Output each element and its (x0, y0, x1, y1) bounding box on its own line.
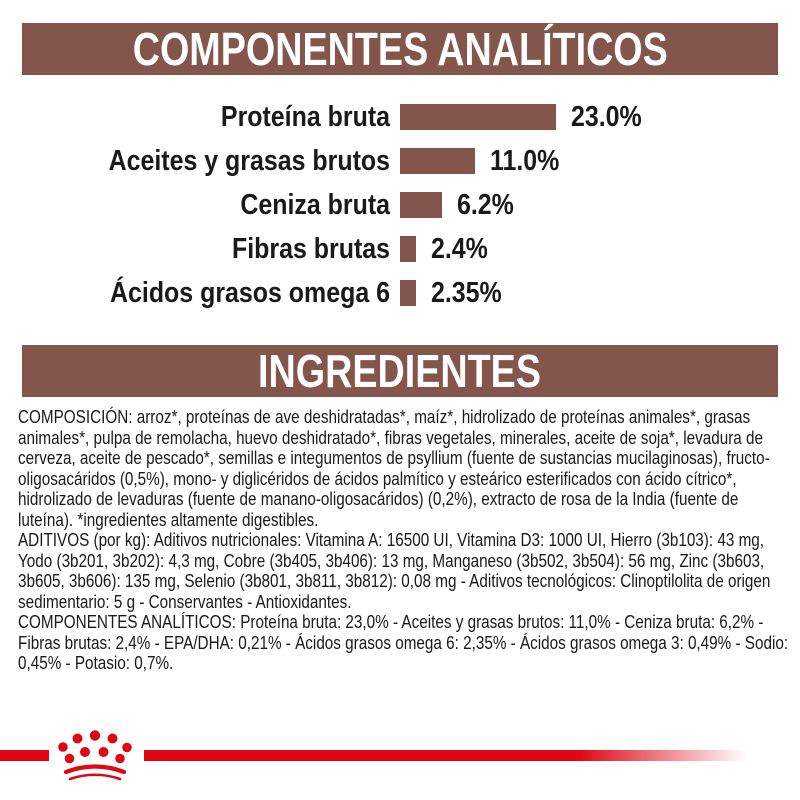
chart-bar (400, 104, 557, 130)
chart-value: 23.0% (571, 100, 643, 133)
chart-value: 6.2% (457, 188, 515, 221)
red-rule-right (144, 750, 747, 761)
chart-value: 2.35% (430, 276, 502, 309)
chart-bar (400, 148, 475, 174)
analytics-header-band: COMPONENTES ANALÍTICOS (22, 23, 778, 75)
ingredients-header-title: INGREDIENTES (258, 345, 542, 397)
ingredients-text-block: COMPOSICIÓN: arroz*, proteínas de ave de… (18, 407, 793, 674)
chart-value: 11.0% (489, 144, 560, 177)
chart-row-fat: Aceites y grasas brutos 11.0% (0, 139, 800, 183)
analytical-components-paragraph: COMPONENTES ANALÍTICOS: Proteína bruta: … (18, 612, 789, 673)
composition-paragraph: COMPOSICIÓN: arroz*, proteínas de ave de… (18, 407, 770, 530)
chart-row-protein: Proteína bruta 23.0% (0, 95, 800, 139)
chart-row-omega6: Ácidos grasos omega 6 2.35% (0, 271, 800, 315)
analytical-components-chart: Proteína bruta 23.0% Aceites y grasas br… (0, 95, 800, 315)
red-rule-left (0, 750, 49, 761)
chart-label: Ceniza bruta (240, 188, 390, 221)
chart-row-fibre: Fibras brutas 2.4% (0, 227, 800, 271)
chart-label: Ácidos grasos omega 6 (110, 276, 390, 309)
chart-label: Proteína bruta (220, 100, 390, 133)
chart-row-ash: Ceniza bruta 6.2% (0, 183, 800, 227)
chart-bar (400, 236, 417, 262)
chart-bar (400, 192, 443, 218)
ingredients-header-band: INGREDIENTES (22, 345, 778, 397)
chart-label: Fibras brutas (232, 232, 390, 265)
analytics-header-title: COMPONENTES ANALÍTICOS (132, 23, 668, 75)
additives-paragraph: ADITIVOS (por kg): Aditivos nutricionale… (18, 530, 771, 612)
royal-canin-crown-logo-icon (58, 730, 132, 781)
chart-bar (400, 280, 416, 306)
chart-value: 2.4% (431, 232, 489, 265)
chart-label: Aceites y grasas brutos (108, 144, 390, 177)
